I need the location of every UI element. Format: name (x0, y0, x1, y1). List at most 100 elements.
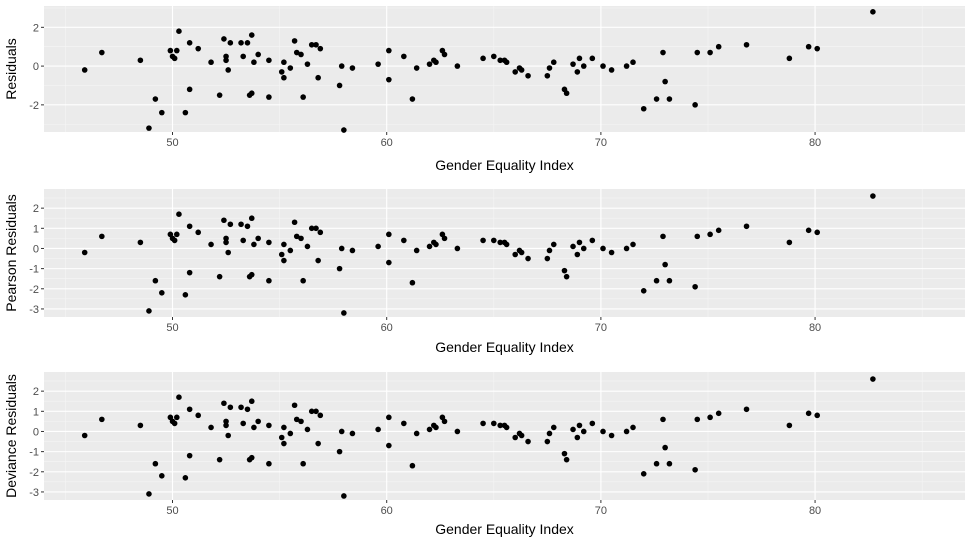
y-tick-label: -3 (29, 304, 39, 316)
data-point (146, 308, 152, 314)
data-point (561, 267, 568, 274)
x-tick-label: 60 (381, 322, 393, 334)
y-tick-label: 0 (33, 426, 39, 438)
data-point (255, 418, 261, 425)
data-point (490, 420, 497, 427)
data-point (221, 400, 227, 407)
data-point (266, 460, 272, 467)
data-point (786, 422, 793, 429)
data-point (159, 109, 165, 116)
data-point (666, 96, 673, 102)
data-point (152, 96, 159, 102)
data-point (304, 426, 311, 433)
data-point (386, 442, 392, 449)
data-point (315, 74, 321, 81)
data-point (512, 251, 519, 258)
x-tick-label: 50 (166, 505, 178, 517)
data-point (281, 59, 287, 66)
data-point (173, 414, 180, 421)
data-point (298, 51, 304, 58)
data-point (223, 57, 229, 64)
data-point (341, 127, 347, 133)
data-point (512, 69, 519, 75)
data-point (563, 273, 570, 280)
data-point (240, 237, 246, 244)
data-point (375, 61, 381, 67)
x-tick-label: 50 (166, 322, 178, 334)
data-point (694, 49, 701, 56)
data-point (137, 57, 144, 64)
data-point (653, 460, 660, 467)
data-point (281, 440, 287, 447)
data-point (454, 245, 461, 252)
y-tick-label: 1 (33, 223, 39, 235)
data-point (182, 109, 189, 116)
data-point (223, 235, 229, 242)
data-point (786, 55, 793, 62)
data-point (176, 28, 182, 34)
plot-panel-2: 50 60 70 80 -3 -2 -1 0 1 2 Gender Equality Index Pe… (3, 189, 965, 355)
data-point (805, 227, 812, 234)
data-point (291, 219, 298, 226)
data-point (304, 61, 311, 67)
data-point (386, 259, 392, 266)
data-point (240, 420, 246, 427)
data-point (550, 241, 557, 248)
y-axis-title: Residuals (3, 38, 19, 99)
data-point (300, 277, 306, 284)
x-axis-title: Gender Equality Index (435, 339, 574, 355)
data-point (630, 59, 636, 66)
data-point (336, 448, 343, 455)
data-point (386, 414, 392, 421)
data-point (574, 69, 581, 75)
data-point (251, 424, 257, 431)
data-point (81, 432, 88, 439)
data-point (315, 440, 321, 447)
data-point (341, 493, 347, 499)
y-tick-label: -2 (29, 100, 39, 112)
data-point (266, 57, 272, 64)
x-tick-label: 60 (381, 137, 393, 149)
data-point (266, 422, 272, 429)
data-point (426, 426, 433, 433)
x-axis-title: Gender Equality Index (435, 521, 574, 537)
data-point (304, 243, 311, 250)
data-point (640, 105, 647, 112)
data-point (313, 41, 319, 48)
data-point (287, 430, 294, 437)
data-point (338, 63, 345, 69)
data-point (171, 55, 178, 62)
data-point (574, 251, 581, 258)
data-point (707, 414, 713, 421)
data-point (278, 251, 285, 258)
y-tick-label: 2 (33, 386, 39, 398)
data-point (433, 59, 439, 66)
data-point (317, 412, 324, 419)
data-point (349, 247, 356, 254)
data-point (503, 59, 510, 66)
data-point (216, 92, 223, 98)
data-point (433, 241, 439, 248)
data-point (441, 235, 448, 242)
data-point (223, 418, 229, 425)
data-point (576, 422, 583, 429)
panel-background (44, 189, 965, 317)
data-point (814, 412, 821, 419)
data-point (208, 241, 214, 248)
data-point (375, 426, 381, 433)
data-point (518, 67, 525, 73)
data-point (182, 292, 189, 298)
data-point (221, 217, 227, 224)
data-point (291, 402, 298, 409)
data-point (623, 428, 630, 435)
data-point (570, 61, 576, 67)
data-point (662, 261, 668, 268)
data-point (743, 41, 750, 48)
data-point (576, 55, 583, 62)
data-point (159, 473, 165, 479)
data-point (660, 233, 666, 240)
x-tick-label: 80 (809, 505, 821, 517)
data-point (525, 72, 531, 79)
data-point (146, 491, 152, 497)
data-point (386, 47, 392, 54)
